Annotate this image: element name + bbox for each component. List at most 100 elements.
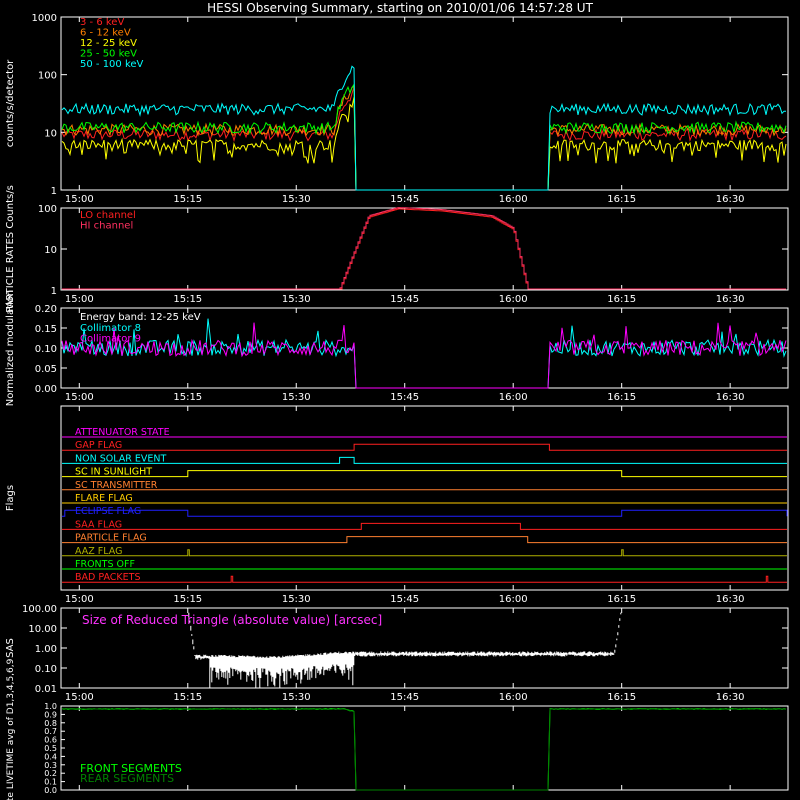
time-tick-label: 16:30: [716, 692, 745, 703]
y-tick-label: 0.01: [35, 684, 57, 695]
time-tick-label: 15:00: [65, 594, 94, 605]
time-tick-label: 16:15: [607, 594, 636, 605]
y-tick-label: 10: [44, 128, 57, 139]
legend-entry: 25 - 50 keV: [80, 49, 137, 60]
livetime-series-1: [61, 707, 786, 791]
flag-label: SC TRANSMITTER: [75, 480, 158, 491]
legend-entry: Collimator 8: [80, 323, 141, 334]
panel-frame-0: [60, 16, 789, 191]
y-tick-label: 0.4: [44, 752, 57, 761]
flag-label: NON SOLAR EVENT: [75, 453, 166, 464]
y-tick-label: 1000: [32, 13, 57, 24]
time-tick-label: 15:00: [65, 194, 94, 205]
panel-frame-3: [60, 405, 789, 591]
flag-line: [62, 549, 787, 557]
time-tick-label: 15:15: [173, 194, 202, 205]
time-tick-label: 15:30: [282, 294, 311, 305]
legend-entry: FRONT SEGMENTS: [80, 762, 182, 775]
time-tick-label: 16:30: [716, 594, 745, 605]
legend-entry: HI channel: [80, 221, 133, 232]
flag-label: SAA FLAG: [75, 519, 122, 530]
y-tick-label: 0.3: [44, 761, 57, 770]
time-tick-label: 15:30: [282, 692, 311, 703]
y-tick-label: 0.0: [44, 786, 57, 795]
y-tick-label: 10: [44, 245, 57, 256]
flag-label: SC IN SUNLIGHT: [75, 467, 152, 478]
time-tick-label: 16:00: [499, 392, 528, 403]
sas-annotation: Size of Reduced Triangle (absolute value…: [82, 613, 382, 627]
time-tick-label: 16:15: [607, 194, 636, 205]
y-axis-label: PARTICLE RATES Counts/s: [5, 185, 16, 313]
flag-label: ATTENUATOR STATE: [75, 427, 170, 438]
y-tick-label: 100: [38, 71, 57, 82]
time-tick-label: 16:00: [499, 194, 528, 205]
time-tick-label: 15:00: [65, 392, 94, 403]
time-tick-label: 16:30: [716, 392, 745, 403]
y-tick-label: 0.2: [44, 769, 57, 778]
y-tick-label: 1.00: [35, 644, 57, 655]
flag-line: [62, 522, 787, 530]
y-tick-label: 0.9: [44, 710, 57, 719]
count-rate-series-1: [61, 86, 787, 191]
flag-line: [62, 470, 787, 478]
modulation-series-1: [61, 322, 787, 389]
y-axis-label: counts/s/detector: [5, 59, 16, 147]
flag-label: ECLIPSE FLAG: [75, 506, 141, 517]
time-tick-label: 15:00: [65, 692, 94, 703]
time-tick-label: 16:15: [607, 294, 636, 305]
time-tick-label: 15:45: [390, 692, 419, 703]
legend-entry: Collimator 9: [80, 334, 141, 345]
time-tick-label: 15:30: [282, 194, 311, 205]
flag-label: FRONTS OFF: [75, 559, 135, 570]
time-tick-label: 16:00: [499, 294, 528, 305]
count-rate-series-0: [61, 86, 787, 191]
legend-entry: REAR SEGMENTS: [80, 772, 174, 785]
flag-label: AAZ FLAG: [75, 546, 122, 557]
y-tick-label: 0.20: [35, 304, 57, 315]
y-tick-label: 0.8: [44, 719, 57, 728]
modulation-series-0: [61, 318, 787, 389]
y-tick-label: 0.1: [44, 778, 57, 787]
energy-band-annotation: Energy band: 12-25 keV: [80, 312, 201, 323]
flag-line: [62, 509, 788, 517]
y-tick-label: 0.10: [35, 344, 57, 355]
flag-line: [62, 575, 787, 583]
time-tick-label: 16:00: [499, 692, 528, 703]
y-tick-label: 100: [38, 204, 57, 215]
legend-entry: 12 - 25 keV: [80, 38, 137, 49]
time-tick-label: 15:15: [173, 692, 202, 703]
time-tick-label: 15:45: [390, 194, 419, 205]
page-title: HESSI Observing Summary, starting on 201…: [207, 1, 593, 15]
legend-entry: 3 - 6 keV: [80, 17, 124, 28]
time-tick-label: 16:15: [607, 692, 636, 703]
flag-label: FLARE FLAG: [75, 493, 133, 504]
y-tick-label: 1.0: [44, 702, 57, 711]
time-tick-label: 16:15: [607, 392, 636, 403]
y-axis-label: Mon. Rate LIVETIME avg of D1,3,4,5,6,9: [6, 658, 16, 800]
panel-frame-1: [60, 207, 789, 291]
time-tick-label: 15:30: [282, 594, 311, 605]
flag-label: GAP FLAG: [75, 440, 122, 451]
particle-rate-series-0: [62, 208, 786, 290]
count-rate-series-2: [61, 97, 787, 191]
time-tick-label: 15:00: [65, 294, 94, 305]
flag-label: BAD PACKETS: [75, 572, 141, 583]
time-tick-label: 16:30: [716, 194, 745, 205]
y-tick-label: 0.00: [35, 384, 57, 395]
legend-entry: LO channel: [80, 210, 136, 221]
y-tick-label: 0.5: [44, 744, 57, 753]
time-tick-label: 15:15: [173, 594, 202, 605]
count-rate-series-4: [61, 65, 786, 191]
flag-line: [62, 443, 787, 451]
count-rate-series-3: [61, 82, 787, 191]
time-tick-label: 16:30: [716, 294, 745, 305]
y-tick-label: 0.7: [44, 727, 57, 736]
particle-rate-series-1: [62, 207, 786, 290]
flag-label: PARTICLE FLAG: [75, 533, 147, 544]
time-tick-label: 15:45: [390, 392, 419, 403]
flag-line: [62, 456, 787, 464]
time-tick-label: 16:00: [499, 594, 528, 605]
time-tick-label: 15:45: [390, 594, 419, 605]
y-tick-label: 1: [51, 186, 57, 197]
y-axis-label: Normalized modulation: [5, 290, 16, 407]
